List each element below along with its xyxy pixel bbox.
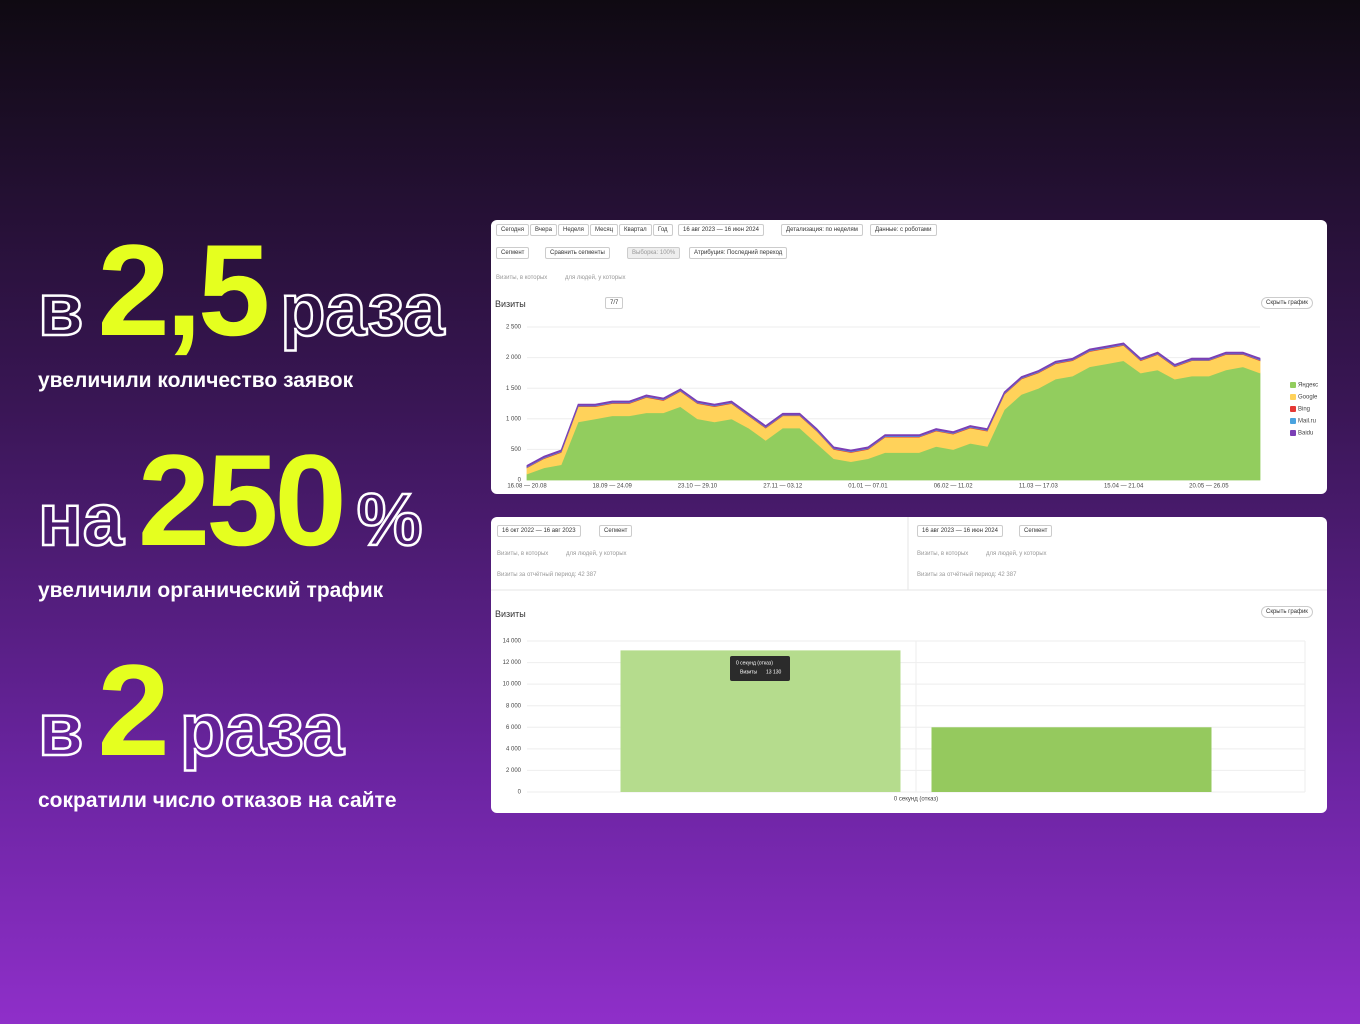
period-button[interactable]: Сегодня	[496, 224, 529, 236]
x-tick-label: 20.05 — 26.05	[1189, 484, 1229, 490]
segment[interactable]: Сегмент	[496, 247, 530, 259]
x-tick-label: 16.08 — 20.08	[507, 484, 547, 490]
hide-chart[interactable]: Скрыть график	[1261, 606, 1313, 618]
stat-prefix: в	[37, 267, 85, 353]
legend-label: Яндекс	[1298, 383, 1318, 389]
legend-label: Baidu	[1298, 431, 1313, 437]
y-tick-label: 8 000	[506, 703, 522, 709]
period-button[interactable]: Год	[653, 224, 673, 236]
detail[interactable]: Детализация: по неделям	[781, 224, 863, 236]
x-tick-label: 18.09 — 24.09	[593, 484, 633, 490]
stat-caption: увеличили количество заявок	[38, 369, 354, 392]
compare[interactable]: Сравнить сегменты	[545, 247, 610, 259]
counter[interactable]: 7/7	[605, 297, 624, 309]
x-tick-label: 06.02 — 11.02	[934, 484, 974, 490]
period-button[interactable]: Квартал	[619, 224, 652, 236]
stat-suffix: раза	[279, 267, 446, 353]
x-tick-label: 15.04 — 21.04	[1104, 484, 1144, 490]
filter-visits: Визиты, в которых	[497, 551, 549, 557]
y-tick-label: 14 000	[503, 639, 522, 645]
y-tick-label: 2 000	[506, 355, 522, 361]
y-tick-label: 12 000	[503, 660, 522, 666]
tooltip-title: 0 секунд (отказ)	[736, 660, 773, 666]
legend-swatch	[1290, 394, 1296, 400]
period-button[interactable]: Вчера	[530, 224, 557, 236]
stat-suffix: раза	[179, 687, 346, 773]
legend-swatch	[1290, 382, 1296, 388]
y-tick-label: 2 500	[506, 325, 522, 331]
stat-number: 250	[137, 427, 347, 573]
legend-swatch	[1290, 430, 1296, 436]
stat-suffix: %	[356, 477, 424, 563]
attribution[interactable]: Атрибуция: Последний переход	[689, 247, 788, 259]
stat-block: на 250% увеличили органический трафик	[37, 425, 424, 603]
y-tick-label: 1 500	[506, 386, 522, 392]
x-tick-label: 27.11 — 03.12	[763, 484, 803, 490]
stat-row: в 2,5 раза	[37, 215, 446, 365]
stat-block: в 2 раза сократили число отказов на сайте	[37, 635, 397, 813]
y-tick-label: 0	[518, 478, 522, 484]
area	[526, 360, 1261, 481]
area	[526, 342, 1261, 468]
filter-visits: Визиты, в которых	[496, 275, 548, 281]
data-mode[interactable]: Данные: с роботами	[870, 224, 937, 236]
stat-number: 2,5	[97, 217, 271, 363]
filter-people: для людей, у которых	[565, 275, 626, 281]
total: Визиты за отчётный период: 42 387	[917, 572, 1017, 578]
y-tick-label: 0	[518, 790, 522, 796]
stat-caption: сократили число отказов на сайте	[38, 789, 397, 812]
stat-prefix: на	[37, 477, 125, 563]
tooltip-metric: Визиты	[740, 669, 758, 675]
date-range[interactable]: 16 авг 2023 — 16 июн 2024	[678, 224, 764, 236]
x-tick-label: 01.01 — 07.01	[848, 484, 888, 490]
legend-label: Mail.ru	[1298, 419, 1316, 425]
y-tick-label: 2 000	[506, 768, 522, 774]
stat-number: 2	[97, 637, 170, 783]
chart-title: Визиты	[495, 609, 526, 619]
legend-label: Google	[1298, 395, 1318, 401]
sample[interactable]: Выборка: 100%	[627, 247, 681, 259]
period-button[interactable]: Неделя	[558, 224, 589, 236]
period[interactable]: 16 окт 2022 — 16 авг 2023	[497, 525, 581, 537]
period-button[interactable]: Месяц	[590, 224, 619, 236]
y-tick-label: 10 000	[503, 682, 522, 688]
stat-row: в 2 раза	[37, 635, 397, 785]
y-tick-label: 6 000	[506, 725, 522, 731]
filter-people: для людей, у которых	[986, 551, 1047, 557]
chart-title: Визиты	[495, 299, 526, 309]
period[interactable]: 16 авг 2023 — 16 июн 2024	[917, 525, 1003, 537]
bar	[931, 727, 1212, 792]
stat-caption: увеличили органический трафик	[38, 579, 384, 602]
x-tick-label: 0 секунд (отказ)	[894, 797, 938, 803]
stat-block: в 2,5 раза увеличили количество заявок	[37, 215, 446, 393]
segment[interactable]: Сегмент	[599, 525, 633, 537]
filter-people: для людей, у которых	[566, 551, 627, 557]
hide-chart[interactable]: Скрыть график	[1261, 297, 1313, 309]
total: Визиты за отчётный период: 42 387	[497, 572, 597, 578]
y-tick-label: 1 000	[506, 416, 522, 422]
stat-row: на 250%	[37, 425, 424, 575]
tooltip	[730, 656, 790, 681]
x-tick-label: 11.03 — 17.03	[1019, 484, 1059, 490]
tooltip-value: 13 130	[766, 669, 782, 675]
legend-swatch	[1290, 418, 1296, 424]
legend-swatch	[1290, 406, 1296, 412]
y-tick-label: 4 000	[506, 746, 522, 752]
stat-prefix: в	[37, 687, 85, 773]
filter-visits: Визиты, в которых	[917, 551, 969, 557]
x-tick-label: 23.10 — 29.10	[678, 484, 718, 490]
legend-label: Bing	[1298, 407, 1310, 413]
segment[interactable]: Сегмент	[1019, 525, 1053, 537]
y-tick-label: 500	[511, 447, 522, 453]
